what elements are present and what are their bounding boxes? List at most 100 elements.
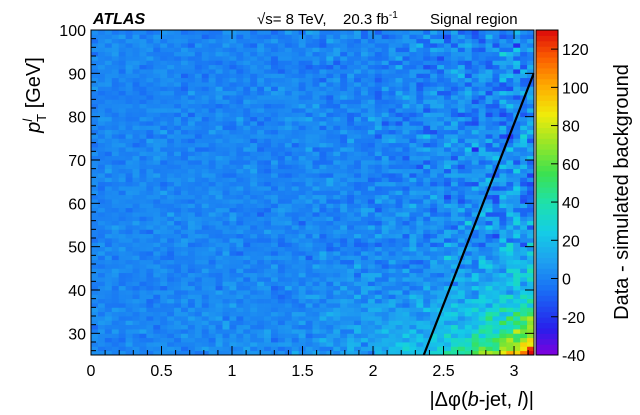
heatmap-cell <box>104 177 113 183</box>
heatmap-cell <box>527 350 535 356</box>
heatmap-cell <box>444 181 452 187</box>
heatmap-cell <box>312 134 320 139</box>
heatmap-cell <box>201 90 210 96</box>
heatmap-cell <box>91 56 99 61</box>
heatmap-cell <box>416 216 424 222</box>
heatmap-cell <box>97 333 106 339</box>
heatmap-cell <box>250 30 258 35</box>
heatmap-cell <box>284 333 293 339</box>
heatmap-cell <box>374 186 383 191</box>
heatmap-cell <box>305 277 313 282</box>
heatmap-cell <box>423 168 431 174</box>
heatmap-cell <box>520 203 528 209</box>
heatmap-cell <box>305 264 313 269</box>
heatmap-cell <box>367 194 376 200</box>
heatmap-cell <box>132 203 140 209</box>
heatmap-cell <box>388 95 396 100</box>
heatmap-cell <box>180 342 189 347</box>
heatmap-cell <box>180 316 189 321</box>
heatmap-cell <box>257 251 265 256</box>
heatmap-cell <box>132 337 140 343</box>
heatmap-cell <box>347 164 355 170</box>
heatmap-cell <box>520 329 528 334</box>
heatmap-cell <box>506 138 514 144</box>
heatmap-cell <box>360 229 369 235</box>
heatmap-cell <box>326 207 334 213</box>
heatmap-cell <box>485 73 493 79</box>
heatmap-cell <box>187 112 196 118</box>
heatmap-cell <box>319 199 327 204</box>
heatmap-cell <box>305 324 313 330</box>
colorbar-swatch <box>536 154 558 161</box>
heatmap-cell <box>402 194 410 200</box>
heatmap-cell <box>450 333 459 339</box>
colorbar <box>536 30 558 356</box>
heatmap-cell <box>180 82 189 87</box>
heatmap-cell <box>104 298 113 304</box>
heatmap-cell <box>409 216 417 222</box>
heatmap-cell <box>222 51 230 57</box>
heatmap-cell <box>527 82 535 87</box>
colorbar-swatch <box>536 262 558 269</box>
heatmap-cell <box>506 73 514 79</box>
heatmap-cell <box>250 329 258 334</box>
heatmap-cell <box>257 186 265 191</box>
heatmap-cell <box>416 220 424 226</box>
heatmap-cell <box>319 350 327 356</box>
heatmap-cell <box>215 173 223 178</box>
heatmap-cell <box>174 103 182 109</box>
heatmap-cell <box>471 168 480 174</box>
heatmap-cell <box>229 324 237 330</box>
heatmap-cell <box>111 316 120 321</box>
heatmap-cell <box>264 121 272 126</box>
heatmap-cell <box>118 342 127 347</box>
heatmap-cell <box>118 38 127 44</box>
heatmap-cell <box>409 350 417 356</box>
heatmap-cell <box>243 95 251 100</box>
heatmap-cell <box>118 268 127 274</box>
heatmap-cell <box>485 333 493 339</box>
colorbar-swatch <box>536 100 558 107</box>
heatmap-cell <box>312 116 320 122</box>
heatmap-cell <box>437 233 445 239</box>
heatmap-cell <box>312 147 320 152</box>
heatmap-cell <box>471 108 480 113</box>
heatmap-cell <box>360 255 369 261</box>
heatmap-cell <box>139 34 147 40</box>
heatmap-cell <box>464 285 473 291</box>
heatmap-cell <box>187 294 196 300</box>
heatmap-cell <box>194 125 203 131</box>
heatmap-cell <box>243 129 251 135</box>
heatmap-cell <box>430 337 438 343</box>
heatmap-cell <box>402 220 410 226</box>
heatmap-cell <box>180 90 189 96</box>
heatmap-cell <box>395 73 403 79</box>
heatmap-cell <box>457 316 466 321</box>
heatmap-cell <box>464 125 473 131</box>
heatmap-cell <box>264 186 272 191</box>
heatmap-cell <box>201 86 210 92</box>
heatmap-cell <box>257 134 265 139</box>
heatmap-cell <box>395 307 403 313</box>
heatmap-cell <box>437 251 445 256</box>
heatmap-cell <box>340 264 348 269</box>
heatmap-cell <box>312 298 320 304</box>
heatmap-cell <box>312 99 320 105</box>
heatmap-cell <box>520 151 528 157</box>
heatmap-cell <box>291 134 300 139</box>
heatmap-cell <box>104 142 113 148</box>
heatmap-cell <box>499 194 507 200</box>
heatmap-cell <box>250 34 258 40</box>
heatmap-cell <box>174 337 182 343</box>
heatmap-cell <box>402 199 410 204</box>
heatmap-cell <box>91 186 99 191</box>
heatmap-cell <box>305 64 313 70</box>
heatmap-cell <box>305 103 313 109</box>
heatmap-cell <box>277 290 286 295</box>
heatmap-cell <box>201 333 210 339</box>
heatmap-cell <box>194 173 203 178</box>
heatmap-cell <box>174 77 182 83</box>
heatmap-cell <box>284 329 293 334</box>
heatmap-cell <box>180 272 189 278</box>
heatmap-cell <box>388 190 396 196</box>
